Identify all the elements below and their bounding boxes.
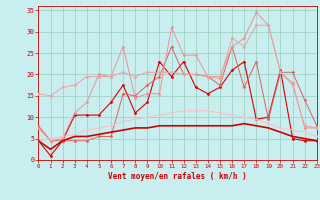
X-axis label: Vent moyen/en rafales ( km/h ): Vent moyen/en rafales ( km/h ) [108, 172, 247, 181]
